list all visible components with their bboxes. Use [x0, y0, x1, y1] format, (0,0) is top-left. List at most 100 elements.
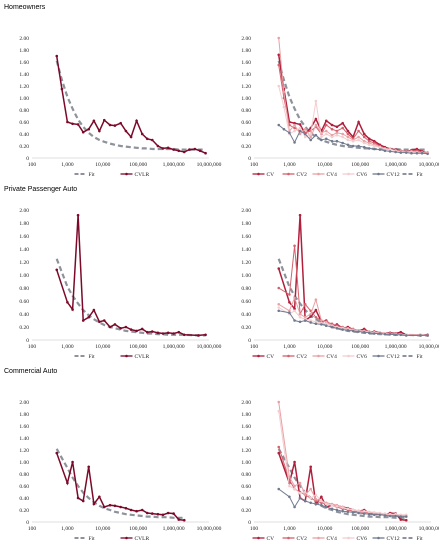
y-tick-label: 0.60	[19, 484, 29, 490]
data-point-cv4	[324, 129, 328, 133]
data-point-cv6	[277, 84, 281, 88]
chart-commercial-auto-cv: 0 0.20 0.40 0.60 0.80 1.00 1.20 1.40 1.60 1.80 2.0…	[241, 400, 439, 542]
y-tick-label: 0.20	[241, 144, 251, 150]
data-point-cv12	[399, 151, 403, 154]
data-point-cv12	[378, 148, 382, 151]
data-point-cv12	[399, 515, 403, 518]
data-point-cvlr	[145, 330, 149, 334]
data-point-cv2	[314, 499, 318, 503]
legend-marker-cv2	[287, 172, 290, 176]
data-point-cv4	[362, 139, 366, 143]
x-tick-label: 1,000,000	[385, 162, 407, 168]
data-point-cv4	[288, 309, 291, 313]
data-point-cvlr	[166, 331, 170, 335]
data-point-cvlr	[113, 124, 117, 127]
y-tick-label: 0.80	[241, 286, 251, 292]
data-point-cv6	[394, 512, 397, 516]
data-point-cvlr	[198, 149, 202, 153]
data-point-cv12	[388, 514, 392, 518]
y-tick-label: 0.80	[241, 108, 251, 114]
data-point-cv12	[314, 322, 318, 326]
y-tick-label: 1.80	[19, 412, 29, 418]
data-point-cv12	[404, 151, 408, 154]
legend-marker-cv6	[347, 536, 350, 540]
legend-label-cvlr: CVLR	[135, 172, 150, 178]
legend-label-cv4: CV4	[327, 354, 338, 360]
data-point-cv6	[288, 484, 291, 488]
data-point-cv2	[277, 286, 281, 290]
data-point-cv6	[372, 144, 376, 148]
data-point-cvlr	[140, 132, 144, 136]
data-point-cv4	[335, 131, 339, 135]
data-point-cv4	[314, 497, 318, 501]
data-point-cv12	[341, 141, 344, 145]
data-point-cvlr	[60, 87, 64, 91]
data-point-cvlr	[161, 332, 165, 335]
y-tick-label: 1.00	[241, 96, 251, 102]
data-point-cv6	[341, 506, 344, 509]
data-point-cv6	[298, 491, 302, 495]
data-point-cv	[320, 495, 323, 499]
data-point-cv	[277, 267, 281, 270]
legend-label-cvlr: CVLR	[135, 354, 150, 360]
data-point-cv4	[298, 312, 302, 316]
data-point-cv6	[320, 499, 323, 503]
data-point-cv	[357, 120, 360, 124]
data-point-cv	[288, 301, 291, 304]
data-point-cvlr	[161, 513, 165, 517]
series-line-cv6	[278, 410, 407, 516]
data-point-cvlr	[66, 481, 69, 485]
data-point-cvlr	[145, 137, 149, 141]
data-point-cv	[309, 315, 313, 318]
data-point-cv12	[415, 151, 419, 155]
y-tick-label: 1.00	[19, 273, 29, 279]
y-tick-label: 1.00	[241, 460, 251, 466]
data-point-cvlr	[150, 138, 154, 142]
data-point-cv6	[324, 132, 328, 136]
y-tick-label: 0.40	[19, 312, 29, 318]
data-point-cv4	[341, 132, 344, 136]
data-point-cv6	[378, 145, 382, 149]
data-point-cv6	[309, 132, 313, 136]
x-tick-label: 1,000	[283, 162, 296, 168]
x-tick-label: 10,000	[95, 526, 110, 532]
data-point-cv4	[324, 320, 328, 324]
x-tick-label: 10,000,000	[197, 344, 222, 350]
data-point-cv6	[324, 502, 328, 506]
data-point-cv6	[335, 133, 339, 137]
y-tick-label: 1.80	[241, 221, 251, 227]
data-point-cv12	[298, 496, 302, 500]
data-point-cv4	[357, 135, 360, 139]
y-tick-label: 2.00	[19, 400, 29, 406]
data-point-cvlr	[98, 320, 101, 324]
data-point-cv12	[335, 508, 339, 512]
data-point-cv12	[394, 514, 397, 518]
y-tick-label: 2.00	[19, 36, 29, 42]
y-tick-label: 1.40	[19, 247, 29, 253]
data-point-cv	[293, 121, 296, 125]
legend-label-cv6: CV6	[357, 536, 368, 542]
data-point-cv12	[378, 332, 382, 335]
y-tick-label: 1.60	[241, 234, 251, 240]
data-point-cv12	[303, 499, 307, 503]
section-title-private-passenger-auto: Private Passenger Auto	[4, 186, 78, 193]
x-tick-label: 100	[28, 344, 37, 350]
legend-label-cv: CV	[267, 354, 275, 360]
y-tick-label: 1.20	[19, 448, 29, 454]
data-point-cv2	[341, 126, 344, 130]
data-point-cv4	[320, 319, 323, 322]
data-point-cv12	[330, 325, 334, 329]
data-point-cv12	[320, 503, 323, 507]
y-tick-label: 0.60	[19, 120, 29, 126]
series-line-fit	[55, 60, 206, 151]
data-point-cv6	[378, 511, 382, 515]
y-tick-label: 0.20	[19, 325, 29, 331]
x-tick-label: 100,000	[351, 526, 369, 532]
x-tick-label: 1,000	[283, 344, 296, 350]
data-point-cv12	[362, 145, 366, 149]
series-line-cvlr	[55, 215, 206, 337]
y-tick-label: 0	[248, 338, 251, 344]
data-point-cv12	[314, 133, 318, 137]
x-tick-label: 1,000,000	[163, 162, 185, 168]
legend-label-cv12: CV12	[387, 172, 400, 178]
